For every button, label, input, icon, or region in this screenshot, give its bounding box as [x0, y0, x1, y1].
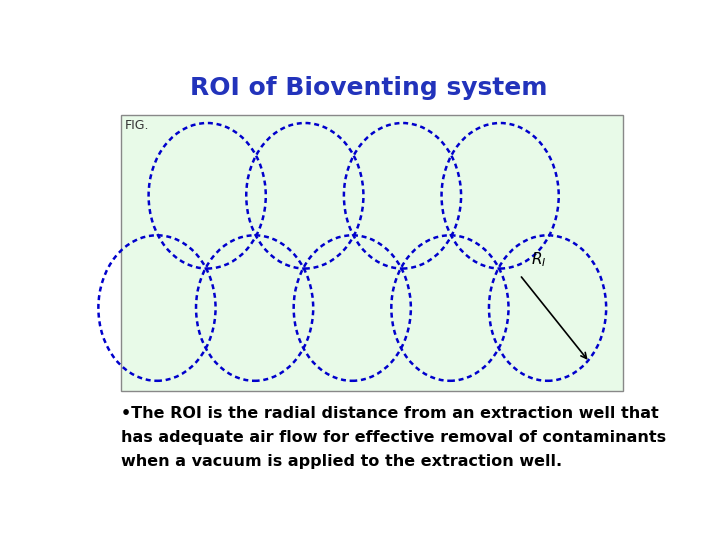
Text: •The ROI is the radial distance from an extraction well that: •The ROI is the radial distance from an …	[121, 406, 659, 421]
Text: has adequate air flow for effective removal of contaminants: has adequate air flow for effective remo…	[121, 430, 666, 445]
Text: FIG.: FIG.	[125, 119, 150, 132]
Bar	[121, 114, 623, 391]
Text: when a vacuum is applied to the extraction well.: when a vacuum is applied to the extracti…	[121, 454, 562, 469]
Text: $R_I$: $R_I$	[531, 250, 546, 268]
Text: ROI of Bioventing system: ROI of Bioventing system	[190, 76, 548, 100]
